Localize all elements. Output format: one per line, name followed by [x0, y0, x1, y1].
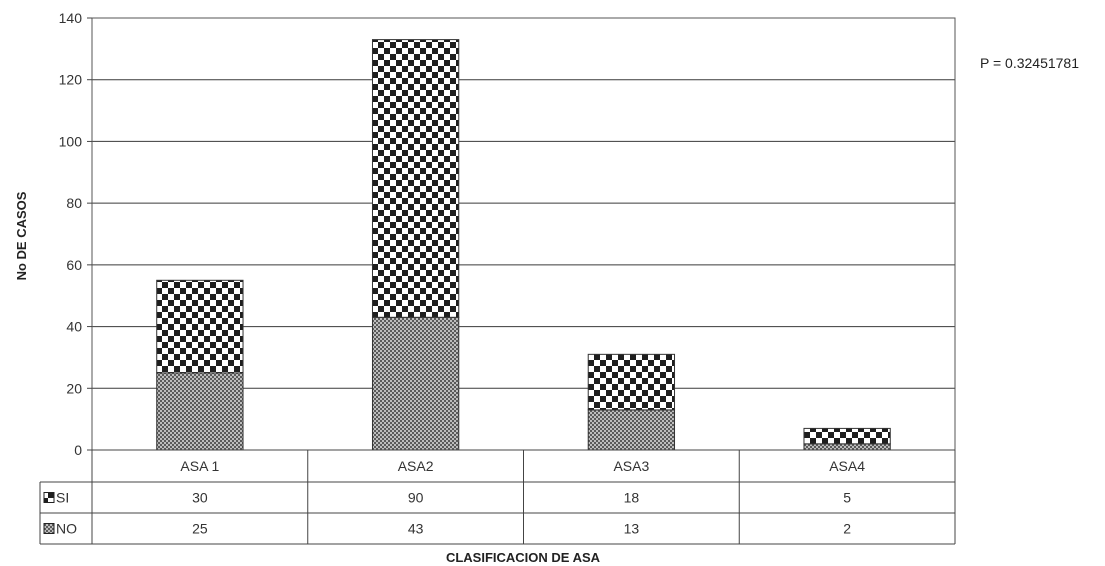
legend-swatch-si	[43, 492, 55, 503]
bar-si-4	[803, 427, 891, 445]
data-table: ASA 1 ASA2 ASA3 ASA4 SI 30 90 18 5 NO 25 43 13 2	[39, 449, 956, 545]
bars	[156, 39, 891, 451]
bar-no-4	[803, 443, 891, 451]
x-tick-label: ASA3	[613, 458, 649, 474]
y-tick-label: 60	[66, 257, 82, 273]
data-label-si: 90	[408, 490, 424, 506]
y-tick-label: 120	[59, 72, 83, 88]
data-label-no: 25	[192, 521, 208, 537]
data-label-si: 18	[624, 490, 640, 506]
bar-si-3	[587, 353, 676, 411]
x-tick-label: ASA 1	[180, 458, 219, 474]
data-label-no: 43	[408, 521, 424, 537]
x-axis-title: CLASIFICACION DE ASA	[446, 550, 601, 565]
x-tick-label: ASA2	[398, 458, 434, 474]
bar-si-2	[371, 39, 460, 318]
legend-label-si: SI	[56, 490, 69, 506]
data-label-si: 5	[843, 490, 851, 506]
data-label-no: 2	[843, 521, 851, 537]
bar-no-3	[587, 409, 676, 451]
p-value-annotation: P = 0.32451781	[980, 55, 1079, 71]
bar-si-1	[156, 279, 244, 374]
y-tick-label: 140	[59, 10, 83, 26]
y-tick-label: 0	[74, 442, 82, 458]
y-axis-title: No DE CASOS	[14, 191, 29, 280]
y-tick-label: 100	[59, 133, 83, 149]
y-tick-label: 20	[66, 380, 82, 396]
legend-swatch-no	[43, 523, 55, 534]
y-tick-label: 80	[66, 195, 82, 211]
data-label-no: 13	[624, 521, 640, 537]
x-tick-label: ASA4	[829, 458, 865, 474]
bar-no-1	[156, 372, 244, 451]
bar-no-2	[371, 316, 460, 451]
legend-label-no: NO	[56, 521, 77, 537]
y-tick-label: 40	[66, 319, 82, 335]
data-label-si: 30	[192, 490, 208, 506]
